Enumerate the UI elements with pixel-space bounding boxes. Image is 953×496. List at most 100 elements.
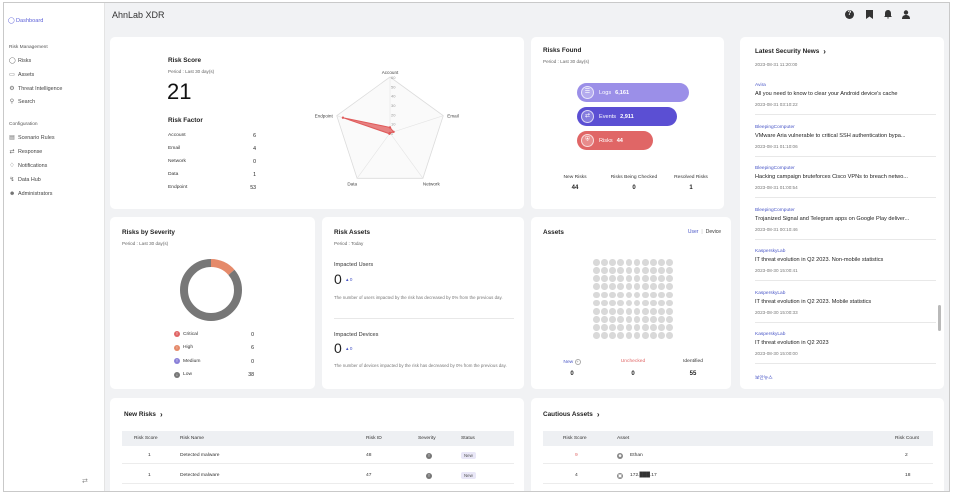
shield-icon: ◯ bbox=[9, 58, 16, 64]
asset-name-cell[interactable]: Ethan bbox=[630, 453, 643, 458]
toggle-separator: | bbox=[701, 229, 703, 235]
collapse-sidebar-icon[interactable]: ⇄ bbox=[82, 478, 88, 485]
news-headline[interactable]: Trojanized Signal and Telegram apps on G… bbox=[755, 215, 910, 222]
help-icon[interactable]: ? bbox=[845, 10, 854, 19]
news-source[interactable]: BleepingComputer bbox=[755, 166, 795, 171]
stat-value[interactable]: 0 bbox=[631, 371, 635, 377]
radar-data-point[interactable] bbox=[388, 126, 392, 129]
news-source[interactable]: KasperskyLab bbox=[755, 332, 786, 337]
severity-value[interactable]: 0 bbox=[251, 358, 254, 365]
stat-value[interactable]: 0 bbox=[632, 185, 636, 191]
cautious-assets-title-link[interactable]: Cautious Assets › bbox=[543, 410, 600, 419]
asset-dot bbox=[609, 291, 616, 299]
news-time: 2023-08-30 15:00:00 bbox=[755, 351, 798, 356]
news-time: 2023-08-30 15:00:41 bbox=[755, 268, 798, 273]
sidebar-item-risks[interactable]: ◯ Risks bbox=[9, 58, 31, 64]
severity-value[interactable]: 38 bbox=[248, 372, 254, 378]
asset-dot bbox=[666, 299, 673, 307]
stat-label: Unchecked bbox=[620, 359, 646, 364]
stat-value[interactable]: 1 bbox=[689, 185, 693, 191]
radar-tick-label: 60 bbox=[391, 75, 396, 80]
stat-label: Resolved Risks bbox=[674, 175, 708, 180]
news-source[interactable]: Avira bbox=[755, 83, 766, 88]
bell-icon[interactable] bbox=[883, 10, 892, 19]
events-pill[interactable]: ⇄ Events 2,911 bbox=[577, 107, 677, 126]
asset-name-cell[interactable]: 172.███.17 bbox=[630, 473, 657, 478]
logs-pill[interactable]: ☰ Logs 6,161 bbox=[577, 83, 689, 102]
asset-dot bbox=[650, 283, 657, 291]
asset-dot bbox=[601, 299, 608, 307]
risks-found-period: Period : Last 30 day(s) bbox=[543, 59, 590, 64]
bell-icon: ♢ bbox=[9, 163, 15, 169]
news-headline[interactable]: VMware Aria vulnerable to critical SSH a… bbox=[755, 132, 906, 139]
risk-name-cell[interactable]: Detected malware bbox=[180, 453, 220, 458]
news-title-link[interactable]: Latest Security News › bbox=[755, 47, 826, 56]
news-source[interactable]: BleepingComputer bbox=[755, 207, 795, 213]
toggle-user[interactable]: User bbox=[687, 229, 699, 235]
column-header: Status bbox=[461, 436, 475, 441]
risks-found-card: Risks Found Period : Last 30 day(s) ☰ Lo… bbox=[531, 37, 724, 209]
news-source[interactable]: KasperskyLab bbox=[755, 249, 786, 254]
severity-value[interactable]: 0 bbox=[251, 331, 254, 338]
sidebar-item-response[interactable]: ⇄ Response bbox=[9, 149, 42, 155]
sidebar-section-configuration: Configuration bbox=[9, 122, 38, 127]
sidebar-item-scenario-rules[interactable]: ▤ Scenario Rules bbox=[9, 135, 54, 141]
risks-pill[interactable]: ⛨ Risks 44 bbox=[577, 131, 653, 150]
risk-name-cell[interactable]: Detected malware bbox=[180, 473, 220, 478]
radar-data-point[interactable] bbox=[388, 132, 391, 135]
asset-dot bbox=[609, 259, 616, 266]
asset-dot bbox=[633, 299, 641, 307]
sidebar-item-assets[interactable]: ▭ Assets bbox=[9, 72, 34, 78]
user-icon[interactable] bbox=[901, 10, 910, 19]
stat-value[interactable]: 0 bbox=[570, 371, 574, 377]
sidebar-item-data-hub[interactable]: ↯ Data Hub bbox=[9, 177, 40, 183]
status-badge: New bbox=[461, 452, 476, 459]
news-headline[interactable]: IT threat evolution in Q2 2023. Mobile s… bbox=[755, 298, 872, 305]
news-scrollbar[interactable] bbox=[938, 305, 941, 331]
top-bar: AhnLab XDR ? bbox=[105, 3, 949, 30]
asset-dot bbox=[593, 275, 600, 282]
sidebar-item-administrators[interactable]: ☻ Administrators bbox=[9, 191, 52, 197]
radar-data-point[interactable] bbox=[392, 130, 395, 134]
asset-dot bbox=[617, 316, 625, 323]
asset-dot bbox=[601, 307, 608, 315]
bookmark-icon[interactable] bbox=[865, 10, 874, 19]
asset-dot bbox=[658, 267, 665, 274]
severity-value[interactable]: 6 bbox=[251, 345, 254, 351]
stat-value[interactable]: 44 bbox=[571, 185, 579, 191]
radar-tick-label: 0 bbox=[391, 131, 394, 136]
risk-assets-period: Period : Today bbox=[334, 241, 364, 246]
radar-axis-line bbox=[389, 115, 444, 134]
sidebar-item-threat-intelligence[interactable]: ⚙ Threat Intelligence bbox=[9, 86, 62, 92]
news-headline[interactable]: Hacking campaign bruteforces Cisco VPNs … bbox=[755, 174, 908, 180]
risks-found-title: Risks Found bbox=[543, 47, 582, 54]
column-header: Risk Count bbox=[895, 436, 919, 441]
severity-low-icon: ↓ bbox=[174, 371, 180, 378]
sidebar-item-search[interactable]: ⚲ Search bbox=[9, 99, 35, 105]
news-headline[interactable]: IT threat evolution in Q2 2023. Non-mobi… bbox=[755, 257, 884, 263]
news-source[interactable]: BleepingComputer bbox=[755, 124, 795, 130]
asset-dot bbox=[666, 316, 673, 323]
asset-dot bbox=[650, 267, 657, 274]
sidebar-item-dashboard[interactable]: ◯ Dashboard bbox=[8, 18, 43, 24]
asset-dot bbox=[641, 283, 649, 291]
stat-value[interactable]: 55 bbox=[689, 371, 697, 377]
impacted-users-value: 0 bbox=[334, 271, 342, 287]
radar-tick-label: 40 bbox=[391, 94, 396, 99]
new-risks-title-link[interactable]: New Risks › bbox=[124, 410, 163, 419]
donut-slice-low[interactable] bbox=[180, 259, 242, 321]
news-headline[interactable]: IT threat evolution in Q2 2023 bbox=[755, 340, 829, 346]
sidebar-item-notifications[interactable]: ♢ Notifications bbox=[9, 163, 47, 169]
news-headline[interactable]: All you need to know to clear your Andro… bbox=[755, 91, 898, 97]
impacted-devices-label: Impacted Devices bbox=[334, 332, 379, 338]
pill-value: 6,161 bbox=[615, 89, 630, 96]
asset-dot bbox=[658, 283, 665, 291]
news-source[interactable]: KasperskyLab bbox=[755, 290, 786, 296]
add-icon[interactable]: + bbox=[574, 359, 581, 365]
toggle-device[interactable]: Device bbox=[705, 229, 721, 235]
sidebar-section-risk: Risk Management bbox=[9, 45, 48, 50]
asset-dot bbox=[609, 275, 616, 282]
news-source[interactable]: 보안뉴스 bbox=[755, 375, 773, 381]
radar-data-point[interactable] bbox=[341, 116, 345, 119]
asset-dot bbox=[625, 316, 633, 323]
